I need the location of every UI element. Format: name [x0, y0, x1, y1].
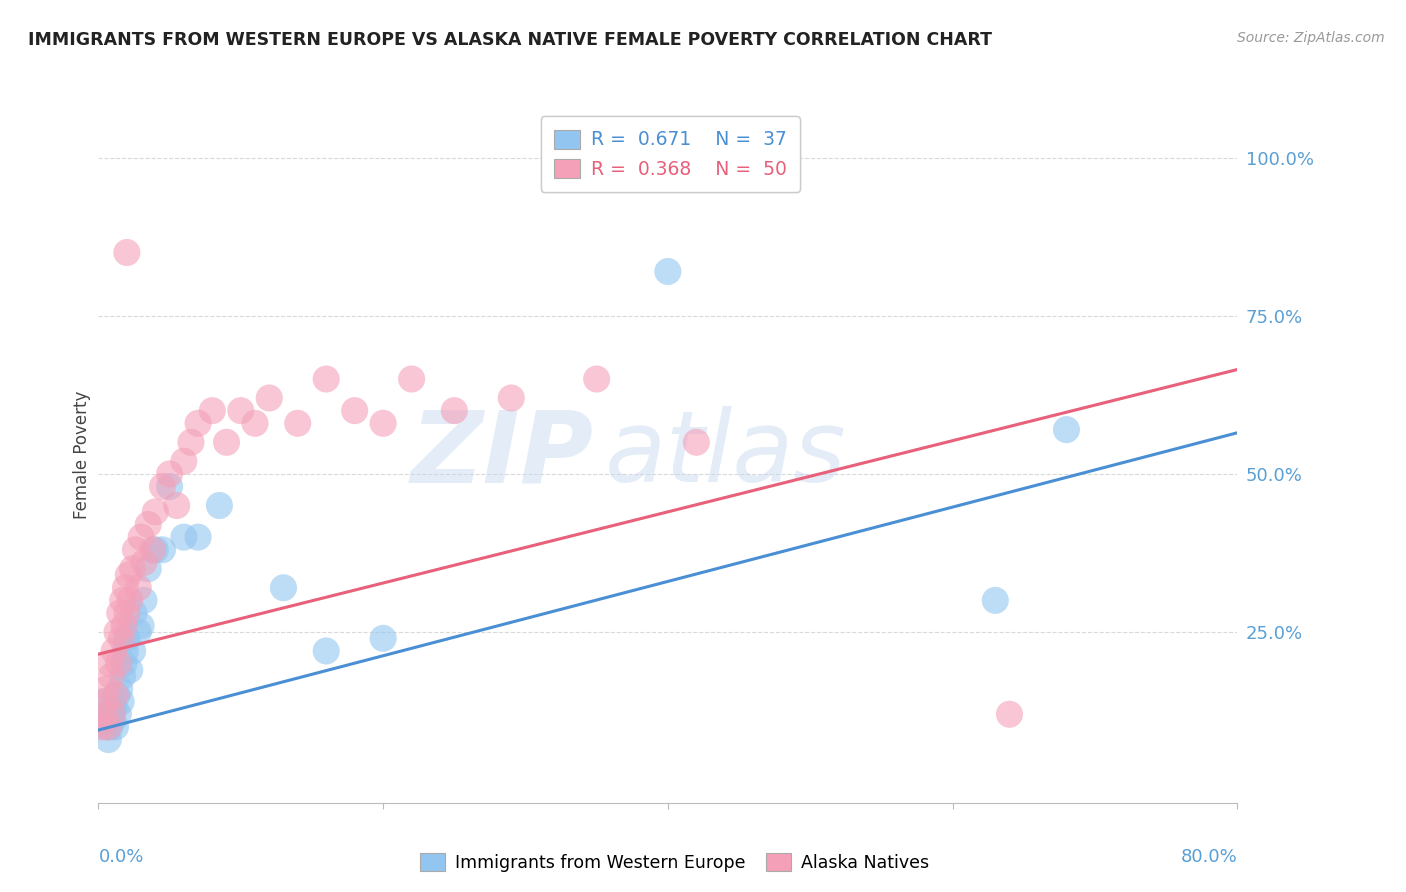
Point: [132, 593, 155, 607]
Point: [129, 618, 152, 632]
Point: [180, 435, 202, 450]
Point: [373, 417, 395, 431]
Point: [101, 714, 124, 728]
Point: [273, 581, 295, 595]
Point: [111, 593, 134, 607]
Point: [585, 372, 607, 386]
Point: [132, 556, 155, 570]
Point: [96, 720, 118, 734]
Point: [208, 499, 231, 513]
Point: [101, 695, 124, 709]
Y-axis label: Female Poverty: Female Poverty: [73, 391, 91, 519]
Point: [121, 644, 143, 658]
Point: [94, 707, 117, 722]
Point: [159, 479, 181, 493]
Text: 0.0%: 0.0%: [98, 848, 143, 866]
Point: [122, 606, 145, 620]
Point: [145, 542, 167, 557]
Point: [685, 435, 707, 450]
Point: [187, 417, 209, 431]
Point: [101, 707, 124, 722]
Point: [108, 606, 131, 620]
Point: [201, 403, 224, 417]
Point: [136, 517, 159, 532]
Point: [998, 707, 1021, 722]
Point: [111, 669, 134, 683]
Point: [1056, 423, 1078, 437]
Point: [315, 372, 337, 386]
Point: [114, 581, 136, 595]
Point: [114, 644, 136, 658]
Point: [343, 403, 366, 417]
Point: [127, 581, 149, 595]
Point: [115, 606, 138, 620]
Point: [91, 695, 114, 709]
Point: [93, 707, 115, 722]
Point: [287, 417, 309, 431]
Point: [112, 618, 135, 632]
Point: [90, 720, 112, 734]
Point: [124, 542, 146, 557]
Point: [94, 695, 117, 709]
Point: [115, 245, 138, 260]
Point: [96, 681, 118, 696]
Point: [107, 707, 129, 722]
Text: Source: ZipAtlas.com: Source: ZipAtlas.com: [1237, 31, 1385, 45]
Point: [173, 530, 195, 544]
Point: [121, 562, 143, 576]
Point: [100, 707, 122, 722]
Point: [100, 669, 122, 683]
Text: atlas: atlas: [605, 407, 846, 503]
Text: IMMIGRANTS FROM WESTERN EUROPE VS ALASKA NATIVE FEMALE POVERTY CORRELATION CHART: IMMIGRANTS FROM WESTERN EUROPE VS ALASKA…: [28, 31, 993, 49]
Point: [104, 688, 127, 702]
Point: [229, 403, 252, 417]
Point: [104, 720, 127, 734]
Point: [145, 505, 167, 519]
Point: [187, 530, 209, 544]
Point: [97, 732, 120, 747]
Legend: R =  0.671    N =  37, R =  0.368    N =  50: R = 0.671 N = 37, R = 0.368 N = 50: [540, 117, 800, 192]
Point: [118, 663, 141, 677]
Point: [115, 632, 138, 646]
Point: [108, 681, 131, 696]
Point: [159, 467, 181, 481]
Text: ZIP: ZIP: [411, 407, 593, 503]
Point: [136, 562, 159, 576]
Point: [103, 644, 125, 658]
Point: [501, 391, 523, 405]
Point: [98, 720, 121, 734]
Point: [166, 499, 188, 513]
Point: [129, 530, 152, 544]
Point: [243, 417, 266, 431]
Point: [118, 593, 141, 607]
Point: [103, 701, 125, 715]
Point: [152, 542, 174, 557]
Point: [127, 625, 149, 640]
Point: [373, 632, 395, 646]
Point: [98, 657, 121, 671]
Text: 80.0%: 80.0%: [1181, 848, 1237, 866]
Point: [657, 264, 679, 278]
Point: [259, 391, 281, 405]
Point: [110, 632, 132, 646]
Point: [401, 372, 423, 386]
Point: [443, 403, 465, 417]
Point: [173, 454, 195, 468]
Point: [105, 688, 128, 702]
Point: [117, 568, 139, 582]
Point: [215, 435, 238, 450]
Point: [107, 657, 129, 671]
Point: [984, 593, 1007, 607]
Legend: Immigrants from Western Europe, Alaska Natives: Immigrants from Western Europe, Alaska N…: [413, 847, 936, 879]
Point: [110, 695, 132, 709]
Point: [112, 657, 135, 671]
Point: [105, 625, 128, 640]
Point: [152, 479, 174, 493]
Point: [315, 644, 337, 658]
Point: [141, 542, 163, 557]
Point: [97, 720, 120, 734]
